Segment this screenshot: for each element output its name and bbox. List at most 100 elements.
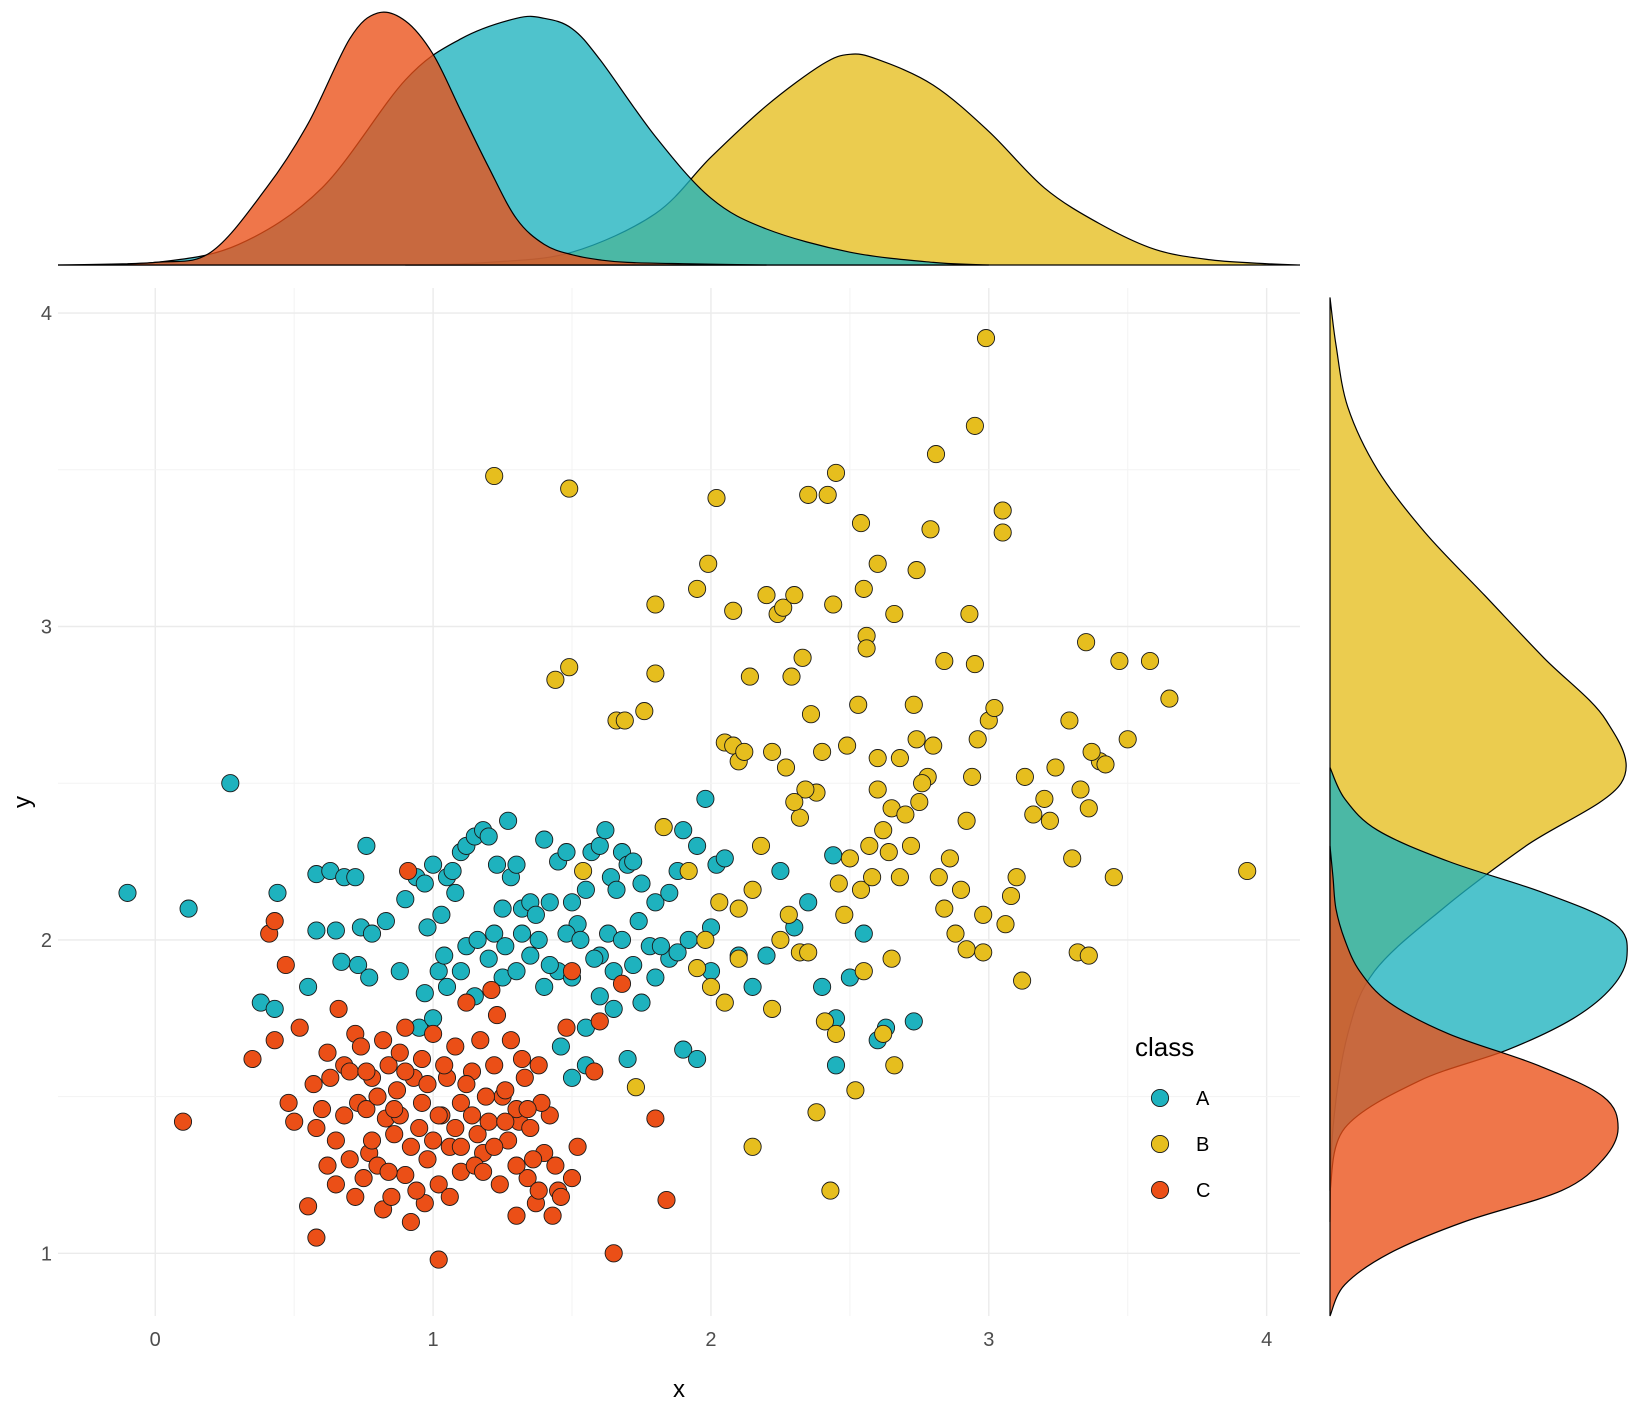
point-c [482, 980, 501, 1000]
point-c [521, 1118, 540, 1138]
point-c [487, 1006, 507, 1025]
point-c [374, 1200, 393, 1219]
point-b [779, 905, 798, 924]
point-c [524, 1150, 543, 1169]
point-a [688, 1049, 707, 1069]
point-a [571, 930, 590, 949]
point-a [562, 1068, 582, 1087]
point-a [118, 883, 137, 902]
point-c [385, 1100, 404, 1119]
point-c [476, 1087, 495, 1106]
point-a [362, 924, 382, 943]
point-b [696, 930, 715, 949]
point-b [1046, 758, 1065, 777]
point-c [410, 1118, 429, 1138]
point-b [863, 868, 882, 887]
point-a [624, 955, 643, 975]
point-c [374, 1031, 393, 1050]
point-a [479, 827, 498, 846]
point-c [424, 1024, 443, 1043]
x-tick-label: 4 [1261, 1329, 1272, 1351]
point-b [729, 899, 748, 918]
point-b [929, 868, 948, 887]
point-b [1079, 946, 1098, 965]
point-b [654, 818, 673, 837]
point-b [1140, 651, 1160, 671]
point-c [518, 1169, 537, 1188]
point-b [829, 874, 848, 893]
point-c [396, 1062, 415, 1081]
point-a [376, 912, 395, 931]
point-c [299, 1197, 318, 1216]
point-b [813, 742, 832, 761]
point-c [354, 1169, 373, 1188]
point-c [440, 1187, 459, 1206]
point-a [696, 789, 715, 808]
point-b [774, 598, 793, 617]
point-c [276, 955, 295, 975]
point-b [874, 821, 893, 840]
point-a [507, 962, 526, 981]
point-a [826, 1056, 846, 1075]
point-c [604, 1244, 623, 1263]
point-c [446, 1037, 465, 1056]
point-b [882, 949, 901, 968]
point-a [424, 1009, 443, 1028]
point-a [540, 893, 559, 912]
point-a [221, 774, 240, 793]
point-b [993, 501, 1012, 520]
point-b [1035, 789, 1054, 808]
point-b [635, 702, 654, 721]
x-tick-label: 0 [150, 1329, 161, 1351]
legend-key-b [1150, 1134, 1170, 1154]
point-a [346, 868, 365, 887]
point-a [660, 883, 679, 902]
point-b [854, 579, 873, 598]
point-c [357, 1100, 376, 1119]
point-c [382, 1187, 401, 1206]
point-c [285, 1112, 304, 1131]
point-a [562, 893, 582, 912]
point-a [607, 880, 626, 899]
point-a [557, 843, 576, 862]
point-c [451, 1137, 470, 1156]
point-b [963, 767, 982, 786]
point-b [560, 479, 579, 498]
point-b [974, 943, 993, 962]
point-c [173, 1112, 193, 1131]
point-b [885, 1056, 904, 1075]
point-c [471, 1031, 490, 1050]
point-b [926, 445, 946, 464]
x-tick-label: 2 [705, 1329, 716, 1351]
point-c [326, 1175, 345, 1194]
point-c [457, 993, 476, 1012]
point-b [996, 915, 1015, 934]
point-a [507, 855, 526, 874]
point-c [543, 1206, 562, 1225]
point-a [632, 993, 651, 1012]
point-b [679, 861, 698, 881]
point-a [512, 924, 532, 943]
point-c [646, 1109, 665, 1128]
point-a [493, 899, 512, 918]
point-c [326, 1131, 345, 1150]
legend-label-c: C [1196, 1180, 1210, 1202]
point-b [729, 949, 748, 968]
point-b [1007, 868, 1026, 887]
point-c [385, 1125, 404, 1144]
point-a [674, 821, 693, 840]
point-a [349, 955, 368, 975]
legend-label-a: A [1196, 1088, 1210, 1110]
point-a [332, 952, 351, 971]
point-b [851, 880, 871, 899]
point-c [321, 1068, 340, 1087]
legend-label-b: B [1196, 1134, 1209, 1156]
point-c [415, 1194, 434, 1213]
point-c [512, 1049, 532, 1069]
point-c [340, 1150, 359, 1169]
point-a [668, 943, 687, 962]
point-b [965, 416, 984, 435]
point-c [424, 1131, 443, 1150]
point-a [596, 821, 615, 840]
